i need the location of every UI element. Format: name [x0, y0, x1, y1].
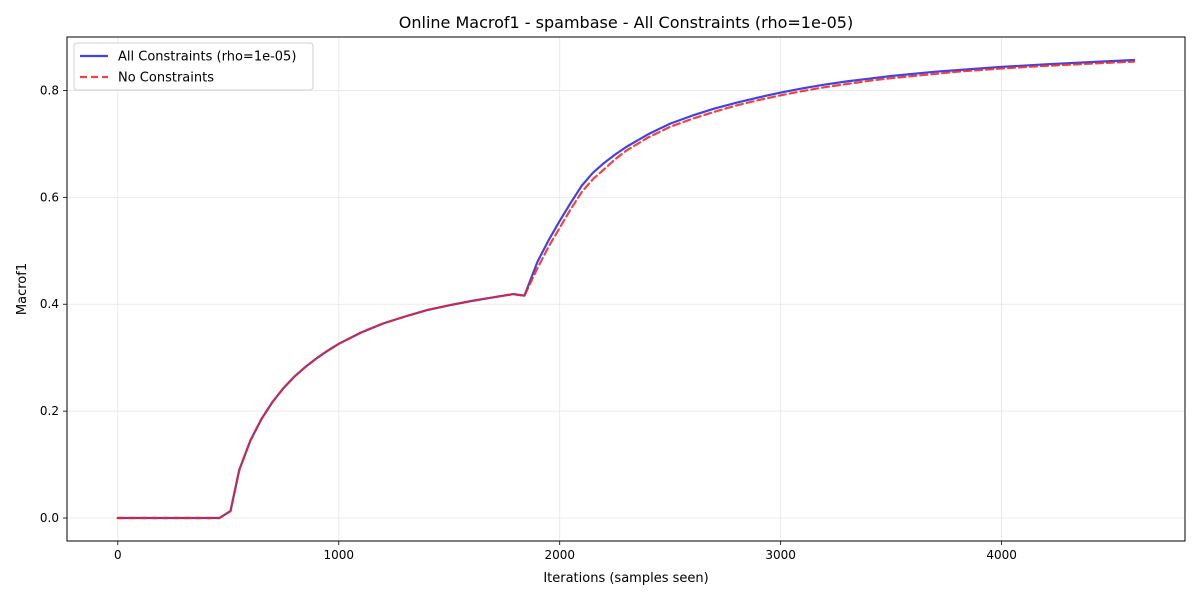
legend-box — [73, 42, 314, 91]
chart-title: Online Macrof1 - spambase - All Constrai… — [399, 13, 853, 32]
y-tick-label: 0.4 — [40, 297, 59, 311]
series-layer — [116, 58, 1136, 520]
y-axis-label: Macrof1 — [15, 263, 30, 315]
grid — [67, 37, 1185, 541]
plot-frame — [66, 36, 1186, 542]
y-axis: 0.0 0.2 0.4 0.6 0.8 — [40, 83, 67, 525]
y-tick-label: 0.8 — [40, 83, 59, 97]
legend-label-2: No Constraints — [118, 71, 214, 86]
legend: All Constraints (rho=1e-05) No Constraint… — [73, 42, 314, 91]
x-tick-label: 0 — [114, 548, 122, 562]
y-tick-label: 0.6 — [40, 190, 59, 204]
x-tick-label: 2000 — [544, 548, 575, 562]
legend-label-1: All Constraints (rho=1e-05) — [118, 50, 296, 65]
x-tick-label: 3000 — [765, 548, 796, 562]
x-tick-label: 4000 — [986, 548, 1017, 562]
x-axis-label: Iterations (samples seen) — [543, 571, 708, 586]
y-tick-label: 0.2 — [40, 404, 59, 418]
series-line-2 — [116, 60, 1136, 520]
y-tick-label: 0.0 — [40, 511, 59, 525]
x-axis: 0 1000 2000 3000 4000 — [114, 541, 1017, 562]
x-tick-label: 1000 — [323, 548, 354, 562]
